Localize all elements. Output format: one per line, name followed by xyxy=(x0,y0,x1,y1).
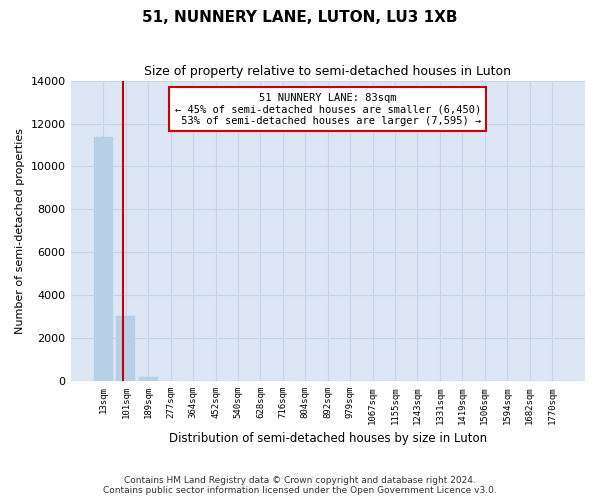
Text: 51 NUNNERY LANE: 83sqm
← 45% of semi-detached houses are smaller (6,450)
 53% of: 51 NUNNERY LANE: 83sqm ← 45% of semi-det… xyxy=(175,92,481,126)
X-axis label: Distribution of semi-detached houses by size in Luton: Distribution of semi-detached houses by … xyxy=(169,432,487,445)
Bar xyxy=(94,138,113,381)
Y-axis label: Number of semi-detached properties: Number of semi-detached properties xyxy=(15,128,25,334)
Title: Size of property relative to semi-detached houses in Luton: Size of property relative to semi-detach… xyxy=(144,65,511,78)
Bar xyxy=(139,377,158,381)
Text: Contains HM Land Registry data © Crown copyright and database right 2024.
Contai: Contains HM Land Registry data © Crown c… xyxy=(103,476,497,495)
Text: 51, NUNNERY LANE, LUTON, LU3 1XB: 51, NUNNERY LANE, LUTON, LU3 1XB xyxy=(142,10,458,25)
Bar xyxy=(116,316,136,381)
